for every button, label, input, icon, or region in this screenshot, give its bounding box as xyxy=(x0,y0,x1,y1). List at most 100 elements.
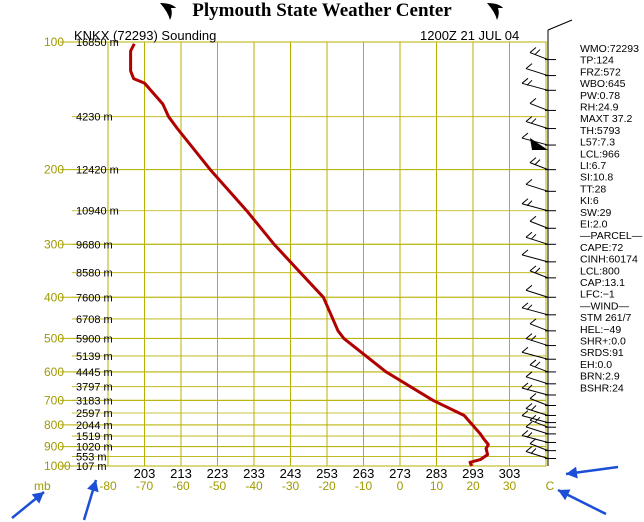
height-label: 2597 m xyxy=(76,408,113,420)
barb-icon xyxy=(521,77,556,91)
barb-icon xyxy=(525,116,556,130)
barb-shaft xyxy=(525,338,549,347)
barb-icon xyxy=(525,403,556,416)
barb-icon xyxy=(529,359,556,373)
banner-graphics xyxy=(160,3,503,20)
barb-feather xyxy=(525,231,533,238)
celsius-tick-label: -30 xyxy=(282,479,300,493)
barb-feather xyxy=(525,403,533,409)
arrow-head xyxy=(566,466,578,479)
barb-icon xyxy=(525,421,556,435)
barb-shaft xyxy=(525,121,549,130)
barb-feather xyxy=(529,47,537,53)
barb-shaft xyxy=(525,68,549,77)
arrow-head xyxy=(87,480,99,493)
barb-icon xyxy=(521,346,556,360)
index-item: WMO:72293 xyxy=(580,43,639,55)
barb-feather xyxy=(525,333,533,339)
banner: Plymouth State Weather Center xyxy=(0,0,644,26)
index-item: BRN:2.9 xyxy=(580,371,620,383)
barb-shaft xyxy=(525,407,549,416)
barb-feather xyxy=(521,249,529,256)
barb-feather xyxy=(529,215,537,222)
barb-feather xyxy=(530,448,537,454)
index-item: FRZ:572 xyxy=(580,66,621,78)
index-item: MAXT 37.2 xyxy=(580,113,632,125)
kelvin-tick-label: 243 xyxy=(280,466,302,481)
index-item: LCL:966 xyxy=(580,148,620,160)
height-label: 10940 m xyxy=(76,206,119,218)
index-item: LCL:800 xyxy=(580,265,620,277)
barb-icon xyxy=(521,410,556,424)
pressure-tick-label: 500 xyxy=(44,331,64,345)
celsius-tick-label: 10 xyxy=(430,479,444,493)
barb-shaft xyxy=(529,52,549,61)
height-label: 5900 m xyxy=(76,333,113,345)
barb-feather xyxy=(521,382,529,389)
barb-feather xyxy=(521,302,529,309)
kelvin-tick-label: 263 xyxy=(353,466,375,481)
barb-shaft xyxy=(525,426,549,435)
height-label: 1519 m xyxy=(76,431,113,443)
barb-feather xyxy=(529,98,537,104)
celsius-tick-label: -50 xyxy=(209,479,227,493)
barb-feather xyxy=(525,116,533,122)
tornado-icon-left xyxy=(160,3,176,20)
barb-feather xyxy=(534,361,541,368)
kelvin-tick-label: 303 xyxy=(499,466,521,481)
celsius-tick-label: -40 xyxy=(245,479,263,493)
barb-icon xyxy=(529,47,556,61)
pressure-tick-label: 600 xyxy=(44,365,64,379)
index-item: KI:6 xyxy=(580,195,599,207)
height-label: 4230 m xyxy=(76,112,113,124)
barb-icon xyxy=(521,249,556,263)
pressure-tick-label: 300 xyxy=(44,237,64,251)
celsius-tick-label: -20 xyxy=(318,479,336,493)
barb-shaft xyxy=(529,102,549,111)
height-label: 16850 m xyxy=(76,37,119,49)
barb-feather xyxy=(525,446,533,452)
banner-title: Plymouth State Weather Center xyxy=(192,0,452,21)
barb-shaft xyxy=(521,387,549,396)
barb-icon xyxy=(529,98,556,111)
barb-feather xyxy=(521,198,529,205)
barb-icon xyxy=(529,393,556,407)
celsius-tick-label: 0 xyxy=(397,479,404,493)
grid-layer xyxy=(60,41,547,467)
index-item: EH:0.0 xyxy=(580,359,612,371)
arrow-icon xyxy=(82,479,99,521)
kelvin-tick-label: 283 xyxy=(426,466,448,481)
barb-icon xyxy=(529,414,556,428)
barb-feather xyxy=(530,335,537,341)
index-item: —PARCEL— xyxy=(580,230,643,242)
height-label: 9680 m xyxy=(76,239,113,251)
sounding-date: 1200Z 21 JUL 04 xyxy=(420,28,519,43)
barb-shaft xyxy=(529,443,549,452)
height-label: 7600 m xyxy=(76,292,113,304)
index-item: SRDS:91 xyxy=(580,347,624,359)
barb-icon xyxy=(529,265,556,279)
wind-staff-top xyxy=(547,19,573,31)
index-item: BSHR:24 xyxy=(580,382,624,394)
barb-feather xyxy=(521,410,529,416)
index-item: HEL:−49 xyxy=(580,324,621,336)
barb-feather xyxy=(525,284,533,291)
barb-feather xyxy=(530,405,537,411)
height-label: 2044 m xyxy=(76,420,113,432)
barb-shaft xyxy=(525,236,549,245)
pressure-tick-label: 1000 xyxy=(44,459,71,473)
barb-icon xyxy=(521,132,556,146)
barb-feather xyxy=(526,304,533,311)
kelvin-tick-label: 273 xyxy=(389,466,411,481)
index-item: L57:7.3 xyxy=(580,137,615,149)
barb-icon xyxy=(529,215,556,229)
barb-shaft xyxy=(521,307,549,316)
x-axis-unit-label: C xyxy=(546,479,555,493)
barb-shaft xyxy=(525,289,549,298)
index-item: TT:28 xyxy=(580,183,606,195)
barb-feather xyxy=(529,393,537,399)
barb-icon xyxy=(525,371,556,385)
barb-feather xyxy=(530,233,537,240)
station-title: KNKX (72293) Sounding xyxy=(74,28,216,43)
